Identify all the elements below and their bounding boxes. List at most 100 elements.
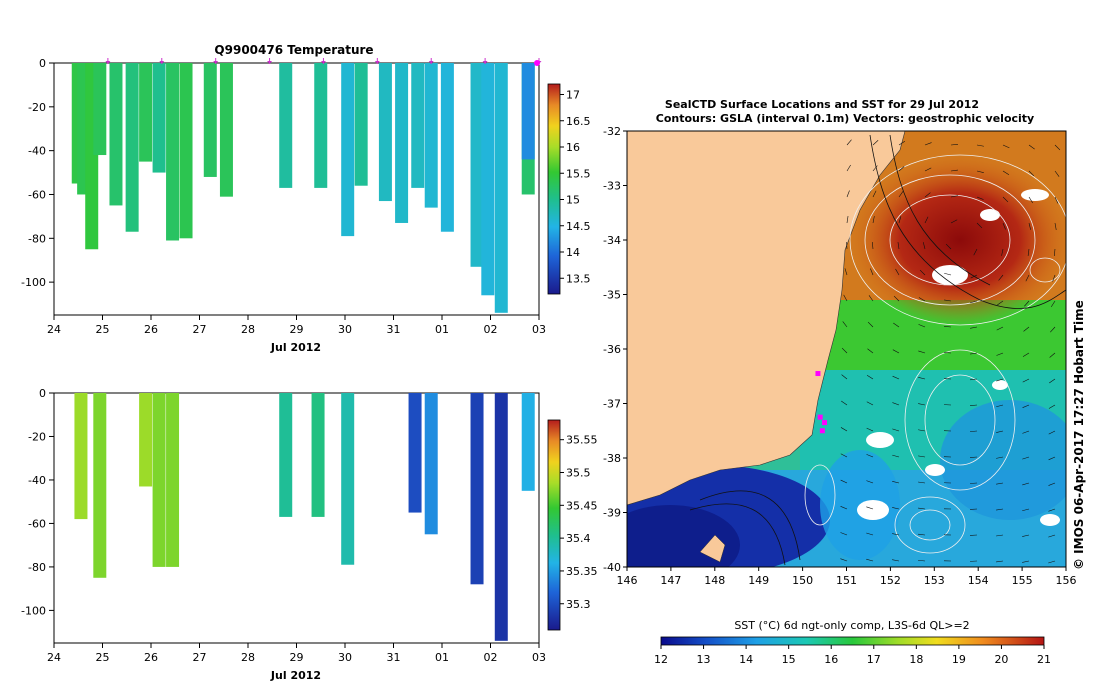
vector-10 [872,165,878,172]
surfacing-marker-head [213,61,219,64]
x-tick-label: 01 [435,651,449,664]
vector-70 [1023,326,1030,332]
y-tick-label: -40 [28,145,46,158]
sst-colorbar-bar [660,636,1045,646]
profile-bar-22 [481,63,495,296]
profile-bar-16 [378,63,392,202]
sst-colorbar-tick-label: 18 [909,653,923,666]
land-mask [627,131,906,506]
vector-65 [893,322,900,328]
salinity-colorbar-ticks: 35.55 35.5 35.45 35.4 35.35 35.3 [560,434,598,611]
vector-40 [945,243,952,250]
vector-145 [866,558,874,562]
y-tick-label: -40 [28,474,46,487]
x-tick-label: 26 [144,651,158,664]
latest-surface-dot [534,60,540,66]
vector-41 [973,248,978,256]
vector-137 [892,533,900,536]
vector-81 [841,374,848,380]
vector-92 [892,402,900,406]
profile-bar-19 [424,63,438,208]
lon-tick-label: 156 [1056,574,1077,587]
vector-39 [922,242,926,250]
vector-77 [970,352,978,355]
x-tick-label: 26 [144,323,158,336]
vector-61 [1024,300,1030,307]
vector-129 [918,507,926,510]
vector-22 [950,195,958,198]
vector-69 [996,326,1004,331]
vector-42 [1001,248,1004,256]
vector-67 [944,325,952,328]
x-tick-label: 01 [435,323,449,336]
vector-23 [976,196,984,200]
profile-bar-5 [125,63,139,232]
vector-46 [870,268,874,276]
y-tick-label: 0 [39,57,46,70]
x-tick-label: 27 [193,323,207,336]
vector-12 [924,167,932,172]
sst-field [627,131,1066,567]
colorbar-tick-label: 16 [566,141,580,154]
vector-135 [840,532,848,536]
vector-141 [996,534,1004,537]
vector-26 [1054,196,1059,204]
vector-76 [943,352,952,354]
vector-150 [996,560,1004,563]
vector-38 [897,242,900,250]
profile-bar-12 [279,63,293,188]
vector-54 [843,294,848,302]
vector-35 [1054,222,1057,230]
profile-bar-23 [494,63,508,313]
profile-bar-3 [152,393,166,567]
vector-123 [996,482,1004,485]
profile-bar-7 [341,393,355,565]
geostrophic-vectors [840,139,1061,564]
colorbar-tick-label: 13.5 [566,272,591,285]
lat-tick-label: -37 [603,398,621,411]
vector-21 [924,192,931,198]
vector-93 [918,403,926,406]
profile-bar-10 [203,63,217,177]
vector-88 [1022,378,1030,383]
map-title: SealCTD Surface Locations and SST for 29… [665,98,979,111]
profile-bar-3 [93,63,107,156]
sst-colorbar-label: SST (°C) 6d ngt-only comp, L3S-6d QL>=2 [734,619,969,632]
sst-colorbar-tick-label: 20 [994,653,1008,666]
vector-28 [872,216,875,224]
surfacing-marker-head [267,61,273,64]
track-point-2 [819,428,825,434]
colorbar-tick-label: 35.3 [566,598,591,611]
sst-colorbar-tick-label: 15 [782,653,796,666]
vector-128 [892,507,900,510]
salinity-plot-frame [53,392,540,644]
x-tick-label: 02 [484,323,498,336]
temperature-colorbar: 17 16.5 16 15.5 15 14.5 14 13.5 [547,83,591,295]
sst-colorbar-ticks: 12 13 14 15 16 17 18 19 20 21 [654,645,1051,666]
vector-120 [918,481,926,484]
vector-100 [866,427,874,432]
temperature-x-axis: 24 25 26 27 28 29 30 31 01 02 03 [47,315,546,336]
vector-5 [976,144,984,147]
vector-11 [898,166,905,172]
vector-143 [1048,534,1056,538]
profile-bar-6 [139,63,153,162]
salinity-x-label: Jul 2012 [270,669,321,682]
y-tick-label: -80 [28,232,46,245]
vector-36 [846,241,848,250]
vector-29 [898,216,902,224]
vector-115 [1022,456,1030,460]
colorbar-tick-label: 14.5 [566,220,591,233]
vector-3 [924,142,932,146]
profile-bar-0 [74,393,88,520]
vector-136 [866,532,874,536]
vector-33 [1002,222,1006,230]
vector-89 [1049,378,1056,384]
map-longitude-axis: 146 147 148 149 150 151 152 153 154 155 156 [617,567,1077,587]
profile-bar-21 [470,63,484,267]
vector-0 [846,139,852,146]
vector-43 [1027,248,1030,256]
gsla-negative-contours [689,134,1066,566]
vector-78 [996,352,1004,356]
